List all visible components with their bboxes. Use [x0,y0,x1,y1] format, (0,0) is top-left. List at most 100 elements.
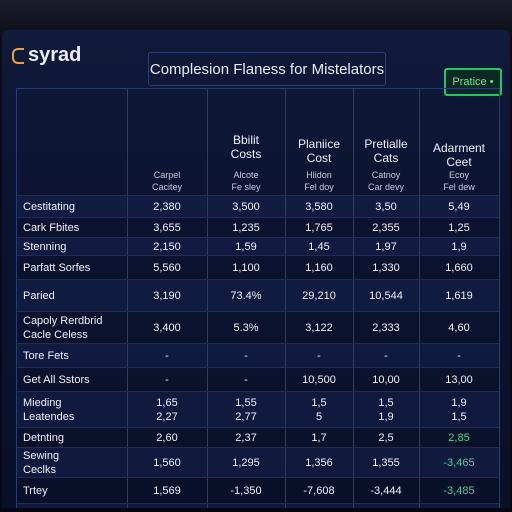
table-cell: 1,330 [372,262,400,274]
table-cell: 2,85 [448,432,470,444]
table-cell: 1,9 1,5 [451,397,467,423]
table-cell: 29,210 [302,290,336,302]
row-label: Cark Fbites [23,222,80,234]
table-cell: -7,608 [303,485,335,497]
row-label: Cestitating [23,201,75,213]
table-cell: 2,333 [372,322,400,334]
brand-icon [12,47,24,64]
table-cell: 1,59 [235,241,257,253]
table-cell: 2,37 [235,432,257,444]
table-cell: 1,356 [305,457,333,469]
table-row[interactable]: Capoly Rerdbrid Cacle Celess 3,400 5.3% 3,1… [17,311,499,344]
table-cell: 1,569 [153,485,181,497]
row-label: Tore Fets [23,350,69,362]
table-cell: 2,355 [372,222,400,234]
row-label: Get All Sstors [23,374,90,386]
column-header: Pretialle Cats [364,137,408,165]
table-cell: 1,45 [308,241,330,253]
table-cell: 2,5 [378,432,394,444]
table-cell: 1,55 2,77 [235,397,257,423]
table-cell: - [317,350,321,362]
pratice-button[interactable]: Pratice • [444,68,502,96]
table-cell: 1,100 [232,262,260,274]
row-label: Parfatt Sorfes [23,262,91,274]
table-cell: 10,00 [372,374,400,386]
table-cell: 1,619 [445,290,473,302]
table-cell: 3,655 [153,222,181,234]
table-cell: 5,49 [448,201,470,213]
column-header: Bbilit Costs [230,133,262,161]
column-subheader: Alcote Fe sley [231,170,261,192]
table-cell: 3,500 [232,201,260,213]
table-cell: 2,150 [153,241,181,253]
page-title: Complesion Flaness for Mistelators [148,52,386,86]
column-subheader: Ecoy Fel dew [443,170,475,192]
column-divider [207,89,208,508]
data-table: Bbilit Costs Planiice Cost Pretialle Cat… [16,88,500,508]
table-cell: - [244,374,248,386]
table-cell: 3,580 [305,201,333,213]
row-label: Stenning [23,241,67,253]
table-cell: 3,50 [375,201,397,213]
table-cell: - [165,374,169,386]
column-subheader: Carpel Cacitey [151,170,182,192]
table-cell: 5,560 [153,262,181,274]
table-cell: 4,60 [448,322,470,334]
column-divider [127,89,128,508]
column-divider [353,89,354,508]
table-cell: -3,444 [370,485,402,497]
table-cell: 1,660 [445,262,473,274]
table-cell: - [457,350,461,362]
table-cell: 1,5 1,9 [378,397,394,423]
table-cell: -3,485 [443,485,475,497]
table-cell: - [165,350,169,362]
table-row[interactable]: Trtey 1,569 -1,350 -7,608 -3,444 -3,485 [17,477,499,504]
table-row[interactable]: Tore Fets - - - - - [17,343,499,368]
table-row[interactable]: Stenning 2,150 1,59 1,45 1,97 1,9 [17,237,499,256]
table-cell: 1,25 [448,222,470,234]
table-row[interactable]: Cestitating 2,380 3,500 3,580 3,50 5,49 [17,195,499,218]
table-cell: -3,465 [443,457,475,469]
table-row[interactable]: Get All Sstors - - 10,500 10,00 13,00 [17,367,499,392]
table-cell: 5.3% [233,322,259,334]
row-label: Detnting [23,432,64,444]
table-cell: 73.4% [230,290,262,302]
table-cell: 13,00 [445,374,473,386]
table-row[interactable]: Cark Fbites 3,655 1,235 1,765 2,355 1,25 [17,217,499,238]
table-cell: 1,97 [375,241,397,253]
table-cell: 10,544 [369,290,403,302]
row-label: Trtey [23,485,48,497]
table-cell: 1,765 [305,222,333,234]
table-cell: -1,350 [230,485,262,497]
table-cell: 1,355 [372,457,400,469]
column-divider [285,89,286,508]
table-row[interactable]: Mieding Leatendes 1,65 2,27 1,55 2,77 1,5 5… [17,391,499,428]
table-cell: 1,160 [305,262,333,274]
table-cell: 1,295 [232,457,260,469]
table-cell: - [384,350,388,362]
table-cell: 1,560 [153,457,181,469]
column-subheader: Hlidon Fel doy [304,170,334,192]
table-cell: 2,60 [156,432,178,444]
table-row[interactable]: Parfatt Sorfes 5,560 1,100 1,160 1,330 1,660 [17,255,499,280]
row-label: Capoly Rerdbrid Cacle Celess [23,315,103,341]
table-cell: 3,190 [153,290,181,302]
row-label: Paried [23,290,55,302]
table-row[interactable]: Detnting 2,60 2,37 1,7 2,5 2,85 [17,427,499,448]
table-cell: 1,65 2,27 [156,397,178,423]
brand-name: syrad [28,44,82,66]
row-label: Sewing Ceclks [23,450,60,476]
table-row[interactable]: Sewing Ceclks 1,560 1,295 1,356 1,355 -3,465 [17,447,499,478]
column-divider [419,89,420,508]
table-cell: 10,500 [302,374,336,386]
table-cell: 1,5 5 [311,397,327,423]
column-header: Planiice Cost [297,137,341,165]
table-row[interactable]: Aregoring1,8091,13%1,77%1,13%-4,9,6 [17,503,499,508]
table-cell: 1,9 [451,241,467,253]
table-cell: - [244,350,248,362]
column-subheader: Catnoy Car devy [367,170,404,192]
table-cell: 2,380 [153,201,181,213]
row-label: Mieding Leatendes [23,397,75,423]
table-row[interactable]: Paried 3,190 73.4% 29,210 10,544 1,619 [17,279,499,312]
